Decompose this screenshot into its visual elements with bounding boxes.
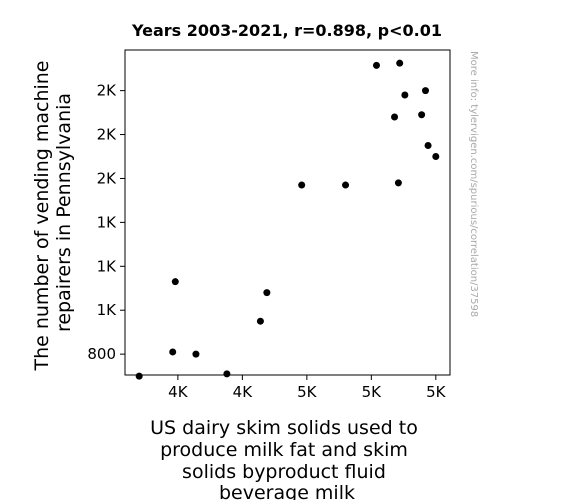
scatter-point <box>223 370 231 378</box>
scatter-points <box>135 59 440 380</box>
scatter-point <box>421 87 429 95</box>
x-axis-label-line-4: beverage milk <box>219 482 355 500</box>
scatter-point <box>256 317 264 325</box>
y-axis-label-line-1: The number of vending machine <box>31 61 53 372</box>
x-axis-label-line-3: solids byproduct fluid <box>182 461 386 483</box>
scatter-point <box>394 179 402 187</box>
y-axis-label-line-2: repairers in Pennsylvania <box>53 93 75 332</box>
y-tick-label: 2K <box>97 126 118 144</box>
y-tick-label: 1K <box>97 213 118 231</box>
scatter-point <box>171 278 179 286</box>
scatter-point <box>401 91 409 99</box>
scatter-point <box>372 61 380 69</box>
x-axis-ticks: 4K 4K 5K 5K 5K <box>168 375 447 401</box>
chart-title: Years 2003-2021, r=0.898, p<0.01 <box>131 21 442 40</box>
scatter-point <box>432 153 440 161</box>
x-tick-label: 5K <box>426 383 447 401</box>
x-tick-label: 4K <box>168 383 189 401</box>
scatter-point <box>342 181 350 189</box>
y-axis-ticks: 800 1K 1K 1K 2K 2K 2K <box>87 82 125 363</box>
scatter-point <box>263 289 271 297</box>
scatter-point <box>192 350 200 358</box>
y-tick-label: 2K <box>97 82 118 100</box>
y-tick-label: 1K <box>97 301 118 319</box>
y-tick-label: 2K <box>97 169 118 187</box>
y-axis-label: The number of vending machine repairers … <box>31 54 75 371</box>
x-axis-label-line-2: produce milk fat and skim <box>160 439 408 461</box>
scatter-point <box>169 348 177 356</box>
y-tick-label: 1K <box>97 257 118 275</box>
x-axis-label: US dairy skim solids used to produce mil… <box>150 417 424 500</box>
x-axis-label-line-1: US dairy skim solids used to <box>150 417 418 439</box>
y-tick-label: 800 <box>87 345 116 363</box>
plot-area <box>124 49 451 376</box>
scatter-point <box>396 59 404 67</box>
source-watermark: More info: tylervigen.com/spurious/corre… <box>468 51 479 317</box>
scatter-point <box>391 113 399 121</box>
x-tick-label: 5K <box>362 383 383 401</box>
scatter-point <box>135 372 143 380</box>
x-tick-label: 5K <box>297 383 318 401</box>
scatter-point <box>298 181 306 189</box>
x-tick-label: 4K <box>233 383 254 401</box>
scatter-point <box>424 142 432 150</box>
scatter-point <box>418 111 426 119</box>
